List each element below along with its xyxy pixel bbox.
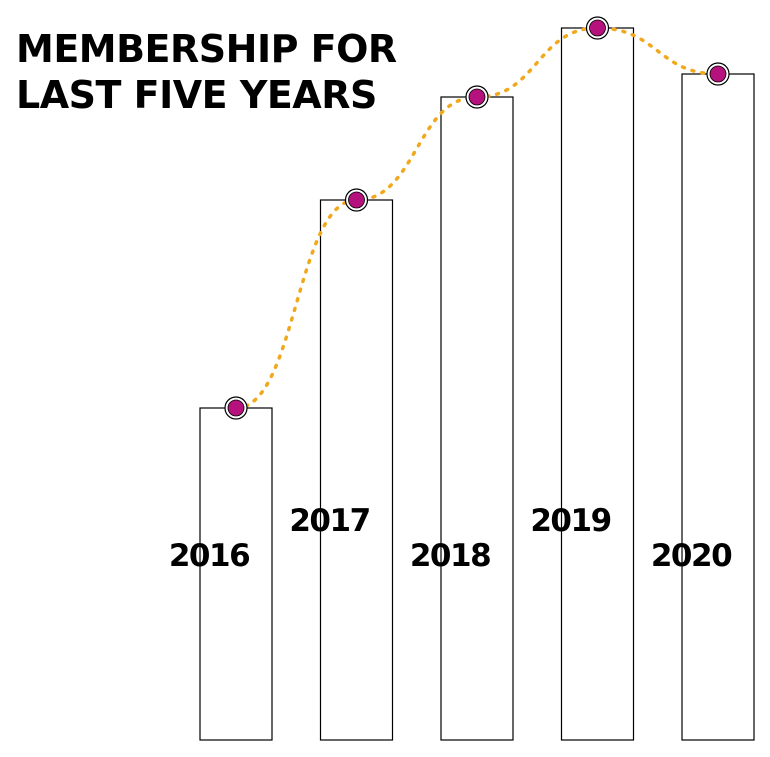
bar-2017 xyxy=(319,199,394,741)
category-label-2018: 2018 xyxy=(410,538,490,574)
point-dot-2020 xyxy=(709,65,727,83)
bar-2018 xyxy=(440,96,514,741)
bar-2019 xyxy=(560,27,635,741)
point-2017 xyxy=(344,188,369,212)
category-label-2017: 2017 xyxy=(289,503,369,539)
point-dot-2016 xyxy=(227,399,245,417)
point-2020 xyxy=(706,62,730,86)
point-2016 xyxy=(224,396,248,420)
trend-line xyxy=(234,26,720,410)
chart-title-line-1: MEMBERSHIP FOR xyxy=(16,27,397,71)
point-dot-2017 xyxy=(348,191,365,209)
bar-2016 xyxy=(199,407,273,741)
bar-2020 xyxy=(681,73,755,741)
category-label-2016: 2016 xyxy=(169,538,249,574)
point-dot-2018 xyxy=(468,88,486,106)
point-dot-2019 xyxy=(589,19,606,37)
category-label-2020: 2020 xyxy=(651,538,732,574)
category-label-2019: 2019 xyxy=(530,503,610,539)
point-2018 xyxy=(465,85,489,109)
chart-title-line-2: LAST FIVE YEARS xyxy=(16,73,377,117)
chart-title: MEMBERSHIP FOR LAST FIVE YEARS xyxy=(16,26,397,118)
point-2019 xyxy=(585,16,610,40)
